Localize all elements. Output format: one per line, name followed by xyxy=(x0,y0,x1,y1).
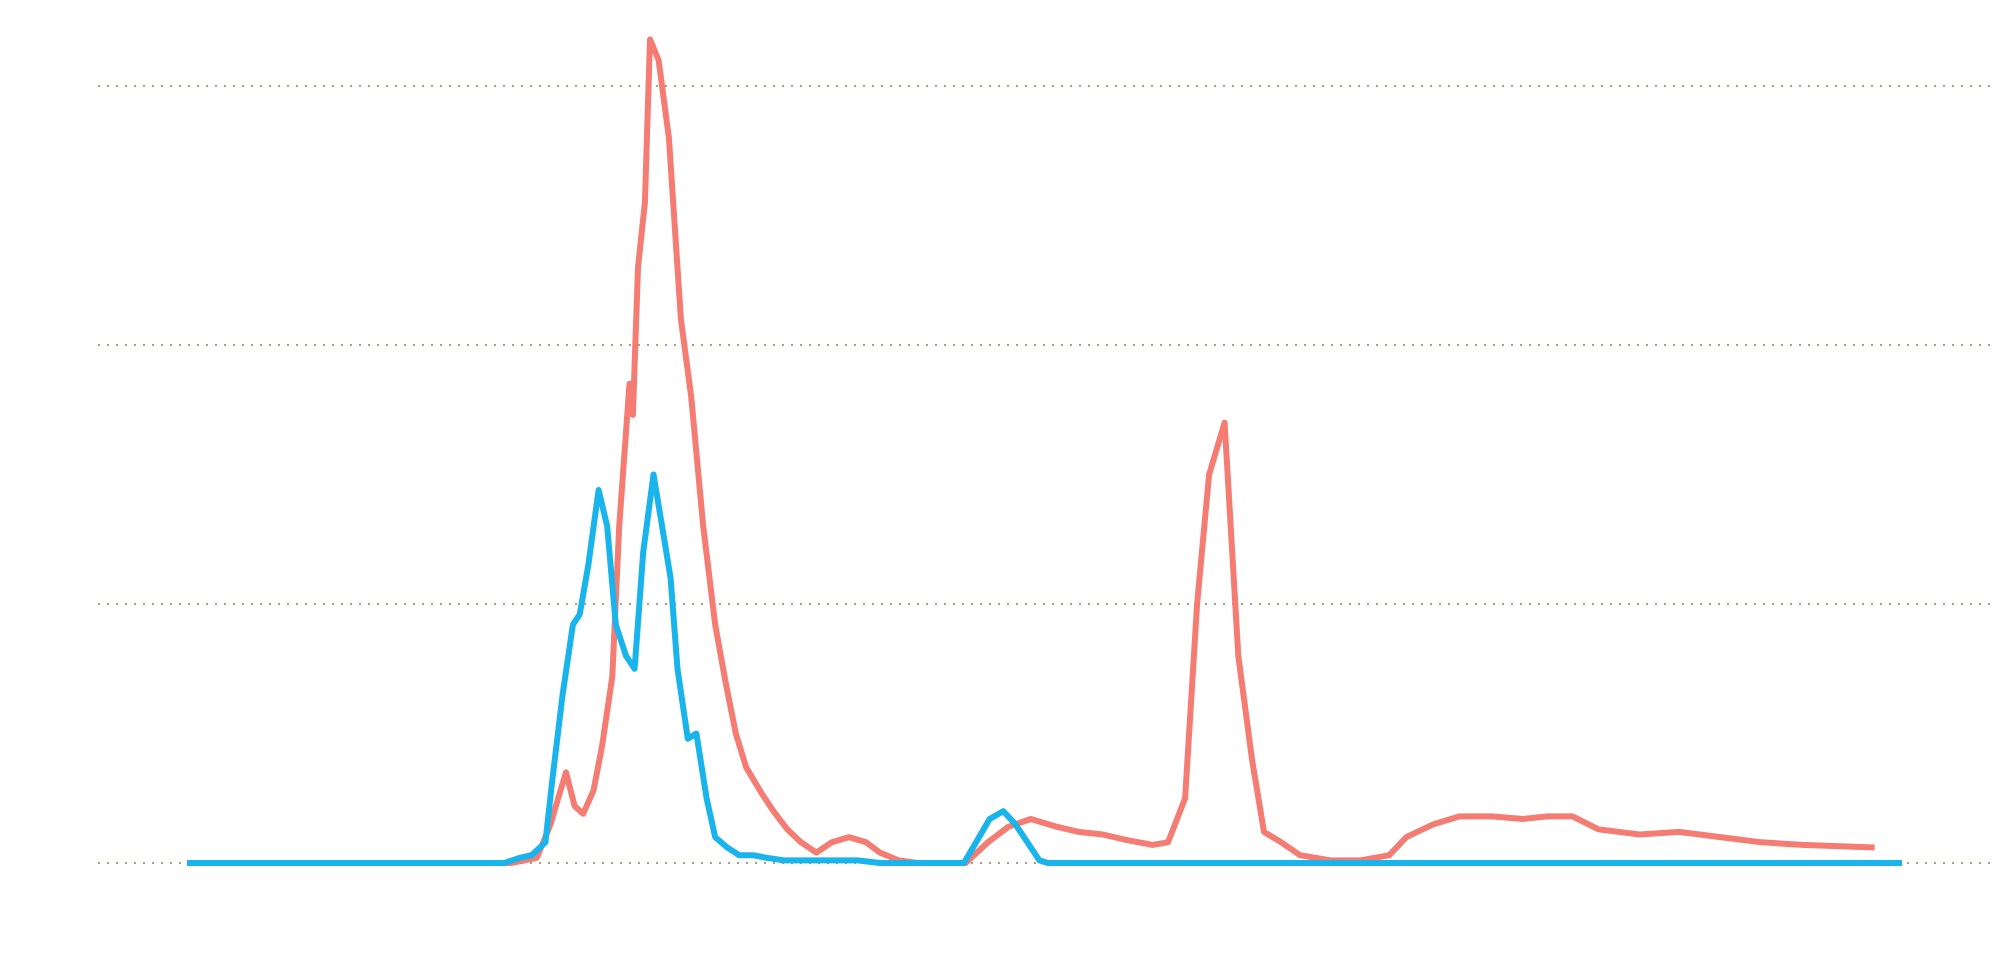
series-line-0 xyxy=(187,36,1875,866)
series-lines xyxy=(187,36,1902,866)
gridlines xyxy=(98,85,1990,864)
series-line-1 xyxy=(187,471,1902,866)
